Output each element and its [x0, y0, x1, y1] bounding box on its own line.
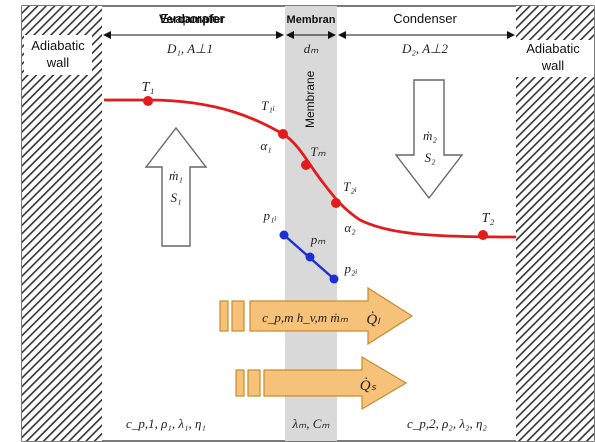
right-wall-label-line2: wall: [541, 58, 565, 73]
temperature-profile-curve: [104, 98, 517, 239]
evaporator-mass-flow-label: ṁ₁: [169, 168, 183, 183]
left-wall-label-line1: Adiabatic: [31, 38, 85, 53]
alpha1-label: α₁: [260, 138, 271, 153]
left-adiabatic-wall: [22, 6, 102, 441]
t2i-label: T₂ᵢ: [343, 179, 357, 194]
evaporator-dimension-label: D₁, A⊥1: [166, 41, 213, 56]
evaporator-label: Evaporator: [160, 11, 224, 26]
membrane-header-label: Membran: [287, 14, 336, 26]
sensible-heat-arrow: [235, 355, 408, 411]
left-wall-label-line2: wall: [46, 55, 70, 70]
t1i-point: [278, 129, 288, 139]
t2i-point: [331, 198, 341, 208]
condenser-mass-flow-label: ṁ₂: [423, 128, 437, 143]
membrane-dimension-label: dₘ: [304, 41, 320, 56]
condenser-mass-flow-down-arrow: [394, 79, 464, 200]
latent-heat-arrow: [219, 286, 414, 346]
tm-point: [301, 160, 311, 170]
t1-label: T₁: [142, 80, 155, 95]
latent-heat-label: Q̇ₗ: [366, 312, 381, 328]
p2i-label: p₂ᵢ: [343, 261, 357, 276]
left-wall-label-box: [24, 35, 92, 75]
p1i-point: [279, 230, 289, 240]
alpha2-label: α₂: [344, 220, 356, 235]
latent-heat-coefficient-label: c_p,m h_v,m ṁₘ: [262, 310, 349, 325]
tm-label: Tₘ: [310, 144, 326, 159]
sensible-heat-label: Q̇ₛ: [360, 378, 377, 394]
membrane-band: [285, 6, 337, 441]
right-wall-label-line1: Adiabatic: [526, 41, 580, 56]
membrane-properties-label: λₘ, Cₘ: [291, 416, 330, 431]
p2i-point: [329, 274, 339, 284]
right-adiabatic-wall: [516, 6, 594, 441]
condenser-properties-label: c_p,2, ρ₂, λ₂, η₂: [407, 416, 487, 431]
t2-label: T₂: [482, 211, 495, 226]
right-wall-label-box: [516, 40, 594, 77]
pm-label: pₘ: [310, 232, 327, 247]
evaporator-properties-label: c_p,1, ρ₁, λ₁, η₁: [126, 416, 206, 431]
evaporator-mass-flow-up-arrow: [144, 126, 208, 247]
evaporator-overprint-label: Verdampfer: [159, 12, 225, 26]
t1-point: [143, 96, 153, 106]
p1i-label: p₁ᵢ: [262, 208, 276, 223]
condenser-dimension-label: D₂, A⊥2: [401, 41, 448, 56]
t2-point: [478, 230, 488, 240]
condenser-label: Condenser: [393, 11, 457, 26]
evaporator-entropy-label: S₁: [170, 190, 181, 205]
t1i-label: T₁ᵢ: [261, 98, 275, 113]
condenser-entropy-label: S₂: [424, 150, 436, 165]
pm-point: [305, 252, 315, 262]
membrane-vertical-label: Membrane: [303, 70, 317, 128]
